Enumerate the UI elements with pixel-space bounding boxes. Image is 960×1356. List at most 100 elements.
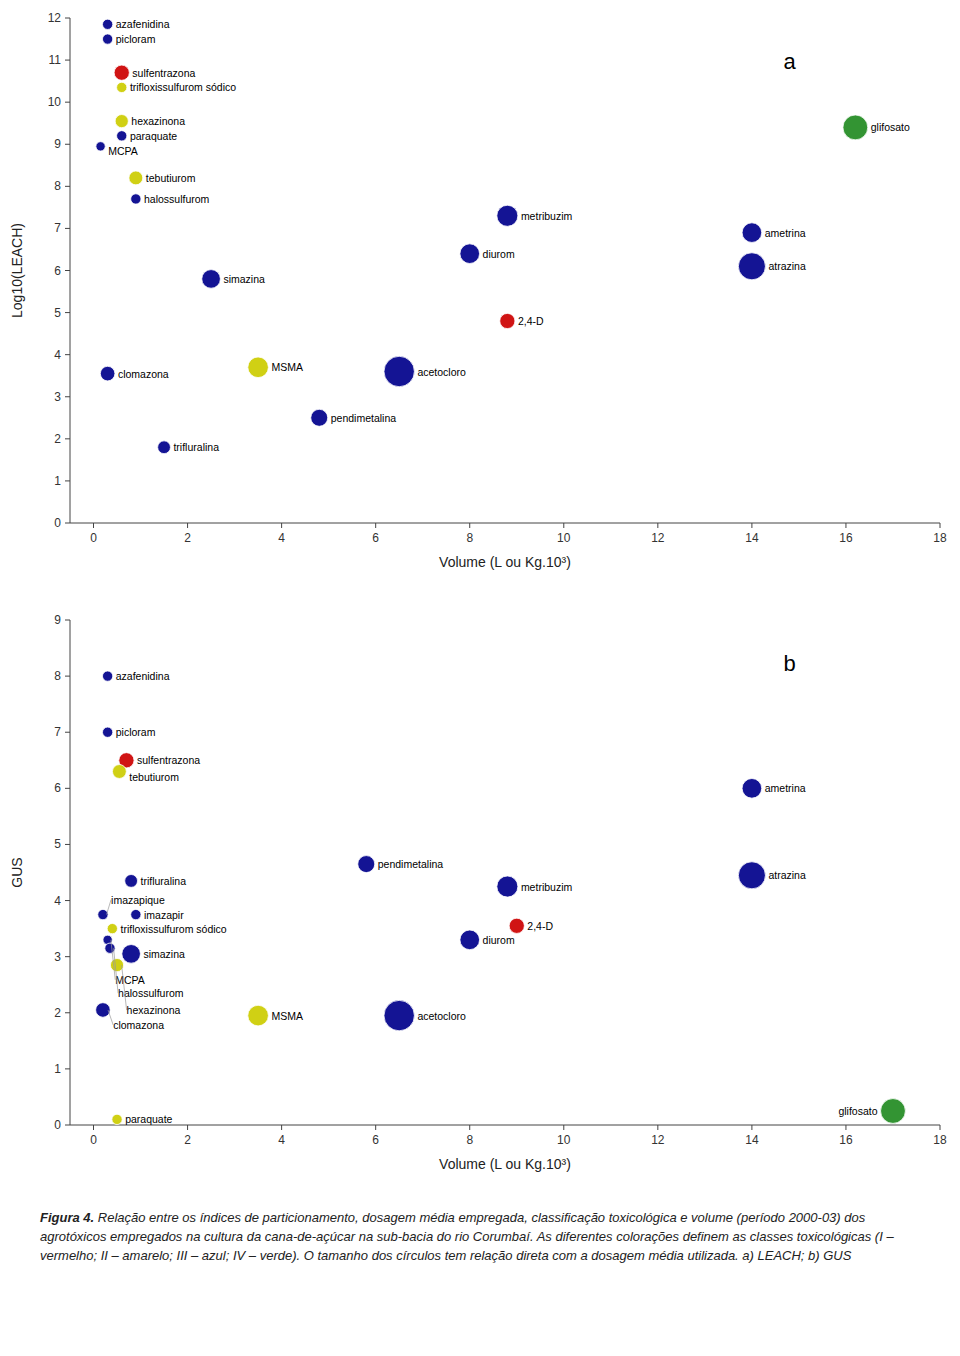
chart-panel: 0246810121416180123456789101112Volume (L…	[9, 11, 947, 570]
x-tick-label: 0	[90, 1133, 97, 1147]
point-label: glifosato	[838, 1105, 877, 1117]
point-label: diurom	[483, 934, 515, 946]
point-label: MSMA	[271, 1010, 303, 1022]
point-label: tebutiurom	[129, 771, 179, 783]
point-label: sulfentrazona	[132, 67, 195, 79]
y-tick-label: 1	[54, 1062, 61, 1076]
x-tick	[93, 1125, 94, 1130]
figure: 0246810121416180123456789101112Volume (L…	[0, 0, 960, 1205]
x-tick-label: 4	[278, 1133, 285, 1147]
y-tick	[65, 732, 70, 733]
bubble	[358, 856, 375, 873]
x-tick-label: 8	[466, 1133, 473, 1147]
bubble	[129, 171, 143, 185]
x-tick-label: 2	[184, 1133, 191, 1147]
bubble	[102, 671, 112, 681]
x-tick	[469, 1125, 470, 1130]
point-label: picloram	[116, 726, 156, 738]
x-tick-label: 18	[933, 531, 947, 545]
bubble	[115, 115, 128, 128]
point-label: halossulfurom	[118, 987, 184, 999]
point-label: trifluralina	[141, 875, 187, 887]
point-label: azafenidina	[116, 18, 170, 30]
point-label: metribuzim	[521, 881, 573, 893]
y-tick-label: 9	[54, 613, 61, 627]
x-axis-line	[70, 1125, 940, 1126]
y-tick-label: 11	[49, 53, 62, 67]
x-tick-label: 2	[184, 531, 191, 545]
x-tick-label: 14	[745, 1133, 759, 1147]
panel-label: b	[783, 651, 795, 676]
markers	[96, 671, 906, 1125]
bubble	[742, 779, 762, 799]
bubble	[112, 765, 126, 779]
y-tick	[65, 1068, 70, 1069]
y-axis-title: GUS	[9, 857, 25, 887]
bubble	[738, 253, 765, 280]
y-tick	[65, 354, 70, 355]
y-tick	[65, 523, 70, 524]
x-tick	[93, 523, 94, 528]
y-tick	[65, 186, 70, 187]
y-tick-label: 4	[54, 894, 61, 908]
point-label: MCPA	[115, 974, 145, 986]
point-label: atrazina	[768, 260, 806, 272]
caption-title: Figura 4.	[40, 1210, 94, 1225]
bubble	[742, 223, 762, 243]
x-tick-label: 14	[745, 531, 759, 545]
x-tick	[469, 523, 470, 528]
y-tick-label: 7	[54, 725, 61, 739]
x-axis-title: Volume (L ou Kg.10³)	[439, 1156, 571, 1172]
y-tick	[65, 228, 70, 229]
y-tick	[65, 396, 70, 397]
y-tick	[65, 480, 70, 481]
y-tick-label: 8	[54, 669, 61, 683]
x-tick-label: 8	[466, 531, 473, 545]
x-tick-label: 6	[372, 531, 379, 545]
x-tick	[657, 523, 658, 528]
bubble	[102, 727, 112, 737]
point-label: diurom	[483, 248, 515, 260]
point-label: ametrina	[765, 782, 806, 794]
x-tick-label: 10	[557, 531, 571, 545]
y-tick-label: 12	[48, 11, 62, 25]
label-leader	[108, 1010, 113, 1025]
label-leader	[107, 900, 112, 915]
y-tick	[65, 144, 70, 145]
y-tick	[65, 312, 70, 313]
bubble	[107, 923, 117, 933]
y-tick-label: 6	[54, 781, 61, 795]
point-label: paraquate	[125, 1113, 172, 1125]
point-label: trifloxissulfurom sódico	[120, 923, 226, 935]
x-axis-title: Volume (L ou Kg.10³)	[439, 554, 571, 570]
panel-label: a	[783, 49, 796, 74]
x-tick	[751, 523, 752, 528]
point-label: trifloxissulfurom sódico	[130, 81, 236, 93]
y-tick-label: 2	[54, 432, 61, 446]
bubble	[96, 142, 105, 151]
x-tick	[845, 523, 846, 528]
x-tick	[940, 1125, 941, 1130]
point-labels: azafenidinapicloramsulfentrazonatrifloxi…	[108, 18, 910, 453]
y-tick-label: 9	[54, 137, 61, 151]
x-tick	[563, 523, 564, 528]
bubble	[112, 1114, 122, 1124]
point-label: 2,4-D	[518, 315, 544, 327]
x-tick-label: 0	[90, 531, 97, 545]
bubble	[248, 357, 269, 378]
point-label: 2,4-D	[527, 920, 553, 932]
bubble	[500, 313, 515, 328]
point-label: clomazona	[118, 368, 169, 380]
chart-panel: 0246810121416180123456789Volume (L ou Kg…	[9, 613, 947, 1172]
y-tick	[65, 1012, 70, 1013]
bubble	[843, 115, 868, 140]
bubble	[122, 945, 141, 964]
y-tick	[65, 438, 70, 439]
bubble	[202, 270, 221, 289]
markers	[96, 19, 868, 453]
point-label: sulfentrazona	[137, 754, 200, 766]
x-tick	[281, 523, 282, 528]
x-tick	[657, 1125, 658, 1130]
bubble	[102, 19, 112, 29]
x-tick-label: 16	[839, 531, 853, 545]
